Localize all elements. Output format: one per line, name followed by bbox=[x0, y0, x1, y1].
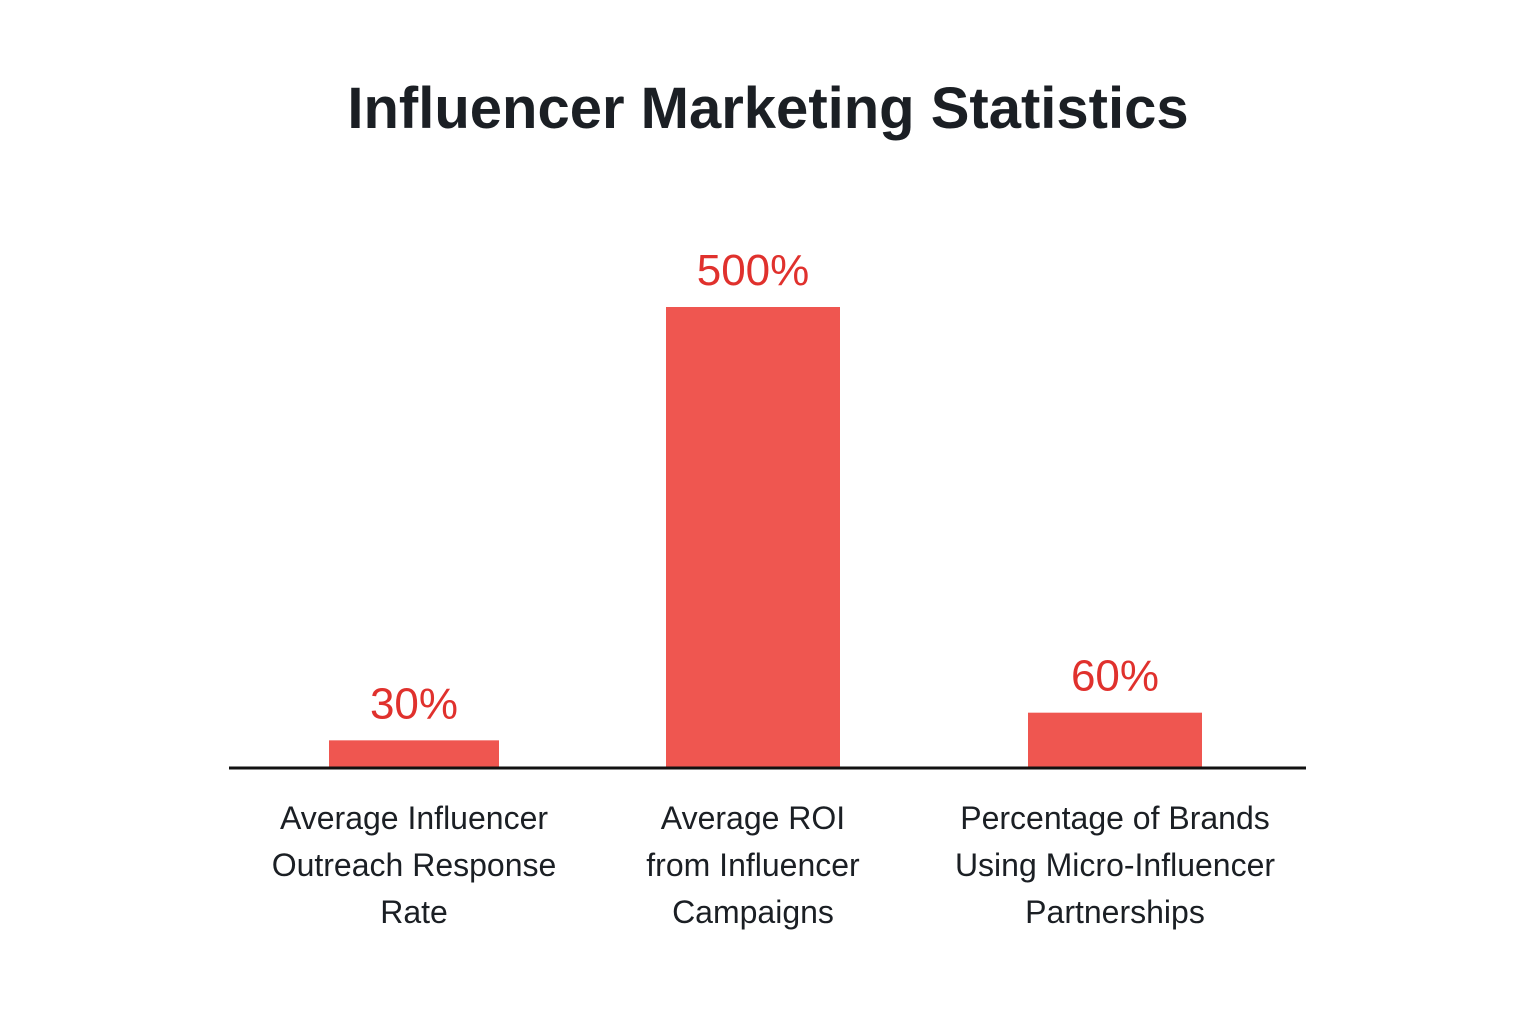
category-label-3-line-3: Partnerships bbox=[1025, 894, 1205, 930]
bar-value-label-2: 500% bbox=[697, 246, 810, 295]
category-labels-layer: Average Influencer Outreach Response Rate A… bbox=[272, 800, 1276, 930]
bar-value-label-3: 60% bbox=[1071, 652, 1159, 701]
bar-1 bbox=[329, 740, 499, 768]
category-label-2-line-2: from Influencer bbox=[646, 847, 860, 883]
category-label-2-line-1: Average ROI bbox=[661, 800, 845, 836]
bar-value-label-1: 30% bbox=[370, 679, 458, 728]
category-label-3-line-2: Using Micro-Influencer bbox=[955, 847, 1275, 883]
category-label-1-line-1: Average Influencer bbox=[280, 800, 548, 836]
category-label-1-line-3: Rate bbox=[380, 894, 448, 930]
bar-3 bbox=[1028, 713, 1202, 768]
category-label-2-line-3: Campaigns bbox=[672, 894, 834, 930]
category-label-1-line-2: Outreach Response bbox=[272, 847, 557, 883]
bar-2 bbox=[666, 307, 840, 768]
category-label-3-line-1: Percentage of Brands bbox=[960, 800, 1270, 836]
